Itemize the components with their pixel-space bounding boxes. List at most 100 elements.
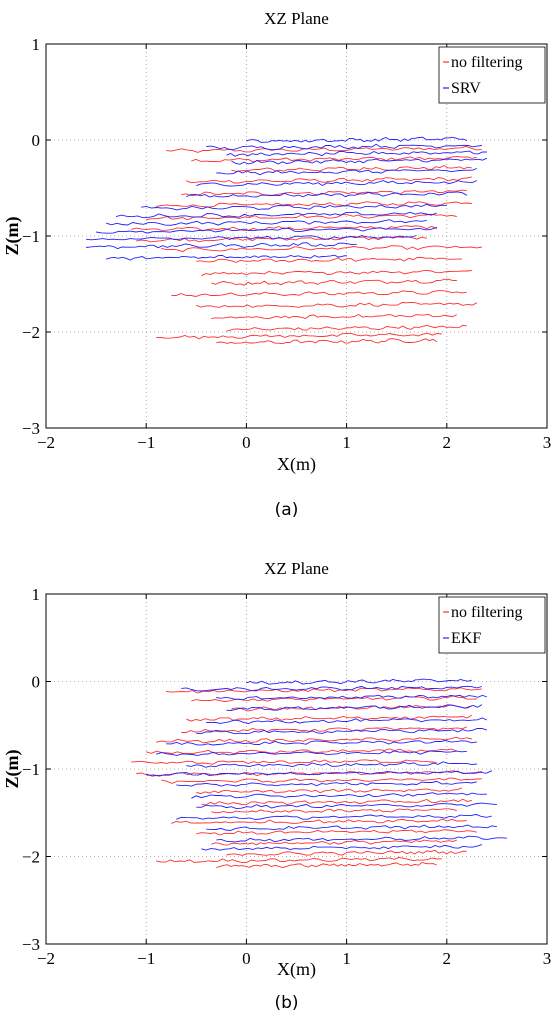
trajectory-line <box>201 269 472 277</box>
trajectory-line <box>105 254 347 261</box>
trajectory-line <box>186 714 473 722</box>
chart-title: XZ Plane <box>264 559 329 578</box>
trajectory-line <box>166 687 482 694</box>
trajectory-line <box>196 256 462 263</box>
x-tick-label: 0 <box>242 433 251 452</box>
trajectory-line <box>161 777 482 784</box>
legend-label: EKF <box>451 630 481 647</box>
x-tick-label: 2 <box>443 433 452 452</box>
trajectory-line <box>216 835 507 843</box>
trajectory-line <box>146 770 493 777</box>
y-tick-label: −2 <box>22 848 40 867</box>
trajectory-line <box>201 798 472 806</box>
trajectory-line <box>196 829 477 836</box>
trajectory-line <box>206 717 488 724</box>
trajectory-line <box>191 156 477 163</box>
y-tick-label: −3 <box>22 935 40 954</box>
trajectory-line <box>161 245 482 253</box>
trajectory-line <box>231 164 472 172</box>
figure-caption: (a) <box>275 500 299 520</box>
trajectory-line <box>86 235 417 241</box>
trajectory-line <box>166 740 477 746</box>
trajectory-line <box>156 332 442 340</box>
y-tick-label: −1 <box>22 227 40 246</box>
y-tick-label: −2 <box>22 323 40 342</box>
trajectory-line <box>216 168 478 176</box>
legend-label: SRV <box>451 80 481 97</box>
x-tick-label: −1 <box>137 433 155 452</box>
trajectory-line <box>216 694 488 701</box>
y-tick-label: −3 <box>22 419 40 438</box>
trajectory-line <box>201 844 483 851</box>
y-tick-label: 0 <box>32 131 41 150</box>
figure-caption: (b) <box>274 993 298 1013</box>
y-tick-label: 1 <box>32 585 41 604</box>
trajectory-line <box>196 787 462 794</box>
trajectory-line <box>186 761 477 768</box>
trajectory-line <box>216 862 437 869</box>
x-tick-label: −1 <box>137 949 155 968</box>
trajectory-line <box>181 685 483 692</box>
x-tick-label: 1 <box>342 433 351 452</box>
trajectory-line <box>226 150 487 157</box>
y-tick-label: 1 <box>32 35 41 54</box>
trajectory-line <box>176 780 478 787</box>
trajectory-line <box>231 157 488 165</box>
trajectory-line <box>211 808 457 814</box>
x-tick-label: 3 <box>543 949 552 968</box>
trajectory-line <box>171 818 467 824</box>
trajectory-group <box>131 678 507 869</box>
trajectory-line <box>226 704 483 711</box>
x-tick-label: 0 <box>242 949 251 968</box>
trajectory-line <box>171 290 467 297</box>
trajectory-line <box>216 338 438 345</box>
legend-label: no filtering <box>451 604 523 621</box>
trajectory-line <box>206 143 482 151</box>
legend-box <box>438 596 546 654</box>
trajectory-line <box>156 750 467 756</box>
y-axis-label: Z(m) <box>2 750 23 789</box>
trajectory-line <box>191 695 477 702</box>
chart-title: XZ Plane <box>264 9 329 28</box>
trajectory-line <box>211 278 457 286</box>
trajectory-line <box>181 726 467 733</box>
y-tick-label: 0 <box>32 673 41 692</box>
series-no-filtering <box>131 687 482 869</box>
legend-label: no filtering <box>451 54 523 71</box>
legend: no filtering EKF <box>438 596 546 654</box>
chart-panel-1: XZ Plane−2 −1 0 1 2 310−1−2−3X(m)Z(m)no filte… <box>2 9 551 520</box>
trajectory-line <box>186 176 472 184</box>
trajectory-line <box>191 792 487 799</box>
x-axis-label: X(m) <box>277 959 316 980</box>
trajectory-line <box>211 313 458 320</box>
x-tick-label: −2 <box>37 433 55 452</box>
trajectory-line <box>156 856 442 863</box>
trajectory-line <box>196 301 478 308</box>
legend: no filtering SRV <box>438 46 546 104</box>
trajectory-line <box>226 849 467 856</box>
trajectory-line <box>246 678 472 685</box>
trajectory-line <box>166 145 482 153</box>
trajectory-line <box>131 759 437 765</box>
x-tick-label: 3 <box>543 433 552 452</box>
trajectory-line <box>176 813 493 820</box>
x-axis-label: X(m) <box>277 454 316 475</box>
trajectory-line <box>141 203 447 211</box>
trajectory-line <box>86 242 357 250</box>
trajectory-line <box>206 824 497 832</box>
series-no-filtering <box>131 145 482 345</box>
trajectory-group <box>86 136 488 345</box>
x-tick-label: −2 <box>37 949 55 968</box>
trajectory-line <box>156 736 472 744</box>
x-tick-label: 1 <box>342 949 351 968</box>
trajectory-line <box>105 219 427 226</box>
trajectory-line <box>226 324 467 332</box>
series-srv <box>86 136 488 261</box>
trajectory-line <box>196 180 478 187</box>
y-axis-label: Z(m) <box>2 217 23 256</box>
trajectory-line <box>196 728 488 735</box>
chart-panel-2: XZ Plane−2 −1 0 1 2 310−1−2−3X(m)Z(m)no filte… <box>2 559 551 1013</box>
trajectory-line <box>186 191 468 198</box>
y-tick-label: −1 <box>22 760 40 779</box>
